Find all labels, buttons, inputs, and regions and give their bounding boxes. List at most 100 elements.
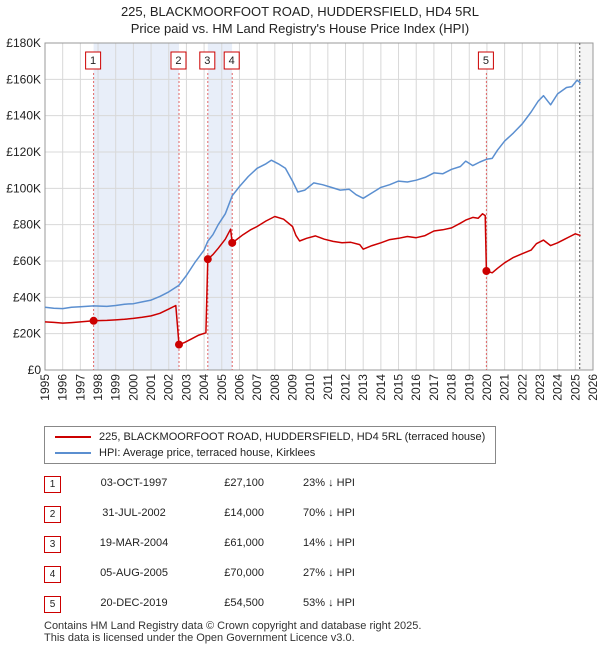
x-tick-label: 2019	[462, 374, 476, 401]
legend: 225, BLACKMOORFOOT ROAD, HUDDERSFIELD, H…	[44, 426, 496, 464]
x-tick-label: 2026	[586, 374, 600, 401]
transaction-number: 5	[44, 596, 61, 613]
annotation-label: 4	[229, 55, 235, 67]
annotation-box	[477, 51, 494, 70]
x-tick-label: 2011	[321, 374, 335, 400]
transaction-number: 2	[44, 506, 61, 523]
y-tick-label: £20K	[13, 327, 41, 341]
legend-label-property: 225, BLACKMOORFOOT ROAD, HUDDERSFIELD, H…	[99, 431, 486, 443]
y-tick-label: £180K	[6, 36, 41, 50]
sale-points	[89, 238, 491, 349]
annotation-box	[199, 51, 216, 70]
annotation-boxes: 1 2 3 4 5	[85, 51, 494, 70]
x-tick-label: 2007	[250, 374, 264, 401]
x-tick-label: 2018	[445, 374, 459, 401]
x-tick-label: 1999	[109, 374, 123, 401]
series-lines	[44, 79, 582, 346]
x-tick-label: 2002	[162, 374, 176, 401]
transaction-date: 19-MAR-2004	[99, 537, 169, 549]
property-series-line	[44, 213, 581, 346]
sale-point	[89, 316, 98, 325]
annotation-label: 3	[204, 55, 210, 67]
sale-point	[482, 266, 491, 275]
x-tick-label: 1996	[56, 374, 70, 401]
plot-border	[44, 42, 594, 371]
x-tick-label: 2015	[392, 374, 406, 401]
transaction-price: £70,000	[224, 567, 264, 579]
transaction-number: 4	[44, 566, 61, 583]
x-tick-label: 2020	[480, 374, 494, 401]
x-tick-label: 2014	[374, 374, 388, 401]
x-tick-label: 2016	[409, 374, 423, 401]
transaction-date: 03-OCT-1997	[100, 477, 168, 489]
x-tick-label: 2000	[126, 374, 140, 401]
x-tick-label: 2022	[515, 374, 529, 401]
ownership-span	[178, 43, 208, 370]
x-tick-label: 2025	[568, 374, 582, 401]
transaction-hpi: 14% ↓ HPI	[303, 537, 355, 549]
x-tick-label: 2003	[179, 374, 193, 401]
footer-line1: Contains HM Land Registry data © Crown c…	[44, 620, 422, 632]
x-tick-label: 2010	[303, 374, 317, 401]
sale-point	[174, 340, 183, 349]
y-tick-label: £120K	[6, 145, 41, 159]
chart-svg: £0 £20K £40K £60K £80K £100K £120K £140K £160K £1…	[6, 36, 600, 401]
annotation-label: 1	[90, 55, 96, 67]
legend-label-hpi: HPI: Average price, terraced house, Kirk…	[99, 447, 316, 459]
transaction-price: £61,000	[224, 537, 264, 549]
transaction-number: 1	[44, 476, 61, 493]
x-tick-label: 2005	[215, 374, 229, 401]
transaction-hpi: 53% ↓ HPI	[303, 597, 355, 609]
x-tick-label: 1995	[38, 374, 52, 401]
legend-item-hpi: HPI: Average price, terraced house, Kirk…	[55, 445, 315, 461]
y-tick-label: £100K	[6, 181, 41, 195]
chart-title-line2: Price paid vs. HM Land Registry's House …	[130, 21, 470, 36]
transaction-hpi: 23% ↓ HPI	[303, 477, 355, 489]
x-tick-label: 2023	[533, 374, 547, 401]
y-tick-label: £160K	[6, 72, 41, 86]
y-tick-label: £60K	[13, 254, 41, 268]
y-tick-label: £40K	[13, 290, 41, 304]
ownership-span	[232, 43, 487, 370]
chart-title: 225, BLACKMOORFOOT ROAD, HUDDERSFIELD, H…	[0, 3, 600, 37]
table-row: 2 31-JUL-2002 £14,000 70% ↓ HPI	[44, 506, 444, 524]
x-tick-label: 2021	[498, 374, 512, 401]
transaction-date: 05-AUG-2005	[100, 567, 168, 579]
footer-line2: This data is licensed under the Open Gov…	[44, 632, 355, 644]
x-tick-label: 2001	[144, 374, 158, 401]
x-tick-label: 2013	[356, 374, 370, 401]
x-tick-label: 2017	[427, 374, 441, 401]
forecast-area	[579, 43, 593, 370]
transaction-date: 31-JUL-2002	[102, 507, 166, 519]
transaction-price: £27,100	[224, 477, 264, 489]
legend-item-property: 225, BLACKMOORFOOT ROAD, HUDDERSFIELD, H…	[55, 429, 485, 445]
x-tick-label: 2006	[232, 374, 246, 401]
legend-swatch-hpi	[55, 452, 91, 455]
chart-title-line1: 225, BLACKMOORFOOT ROAD, HUDDERSFIELD, H…	[120, 4, 480, 19]
sale-marker-lines	[93, 43, 581, 370]
grid-lines	[44, 42, 594, 371]
transaction-number: 3	[44, 536, 61, 553]
plot-background	[45, 43, 593, 370]
x-tick-label: 1998	[91, 374, 105, 401]
transaction-hpi: 27% ↓ HPI	[303, 567, 355, 579]
x-tick-label: 2008	[268, 374, 282, 401]
footer: Contains HM Land Registry data © Crown c…	[44, 620, 421, 644]
x-tick-label: 2004	[197, 374, 211, 401]
annotation-label: 2	[175, 55, 181, 67]
x-tick-label: 2009	[285, 374, 299, 401]
transaction-hpi: 70% ↓ HPI	[303, 507, 355, 519]
x-tick-label: 2012	[339, 374, 353, 401]
y-tick-label: £0	[28, 363, 42, 377]
annotation-label: 5	[483, 55, 489, 67]
hpi-series-line	[44, 79, 582, 310]
sale-point	[203, 255, 212, 264]
table-row: 3 19-MAR-2004 £61,000 14% ↓ HPI	[44, 536, 444, 554]
table-row: 1 03-OCT-1997 £27,100 23% ↓ HPI	[44, 476, 444, 494]
table-row: 4 05-AUG-2005 £70,000 27% ↓ HPI	[44, 566, 444, 584]
x-axis-labels: 1995 1996 1997 1998 1999 2000 2001 2002 2003 2004…	[38, 374, 600, 401]
transaction-price: £14,000	[224, 507, 264, 519]
y-axis-labels: £0 £20K £40K £60K £80K £100K £120K £140K £160K £1…	[6, 36, 41, 377]
legend-swatch-property	[55, 436, 91, 439]
y-tick-label: £80K	[13, 218, 41, 232]
